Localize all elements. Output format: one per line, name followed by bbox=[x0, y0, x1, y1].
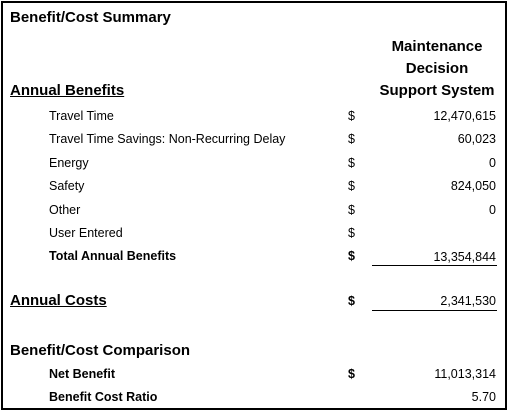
summary-title: Benefit/Cost Summary bbox=[10, 9, 171, 26]
row-label: Net Benefit bbox=[49, 367, 115, 381]
row-value: 0 bbox=[489, 156, 496, 170]
total-top-rule bbox=[372, 265, 497, 266]
row-value: 0 bbox=[489, 203, 496, 217]
row-label: Benefit Cost Ratio bbox=[49, 390, 158, 404]
currency-symbol: $ bbox=[348, 109, 355, 123]
row-label: Safety bbox=[49, 179, 85, 193]
row-value: 2,341,530 bbox=[440, 294, 496, 308]
row-label: Other bbox=[49, 203, 81, 217]
row-value: 12,470,615 bbox=[433, 109, 496, 123]
row-label: Travel Time Savings: Non-Recurring Delay bbox=[49, 132, 286, 146]
row-value: 11,013,314 bbox=[434, 367, 496, 381]
comparison-heading: Benefit/Cost Comparison bbox=[10, 342, 191, 359]
currency-symbol: $ bbox=[348, 249, 355, 263]
currency-symbol: $ bbox=[348, 179, 355, 193]
annual-costs-heading: Annual Costs bbox=[10, 292, 107, 309]
row-label: Travel Time bbox=[49, 109, 114, 123]
row-label: Energy bbox=[49, 156, 89, 170]
row-label: Total Annual Benefits bbox=[49, 249, 177, 263]
column-header-line-3: Support System bbox=[379, 82, 495, 99]
row-label: User Entered bbox=[49, 226, 123, 240]
currency-symbol: $ bbox=[348, 226, 355, 240]
annual-benefits-heading: Annual Benefits bbox=[10, 82, 125, 99]
column-header-line-1: Maintenance bbox=[391, 38, 483, 55]
costs-rule bbox=[372, 310, 497, 311]
row-value: 60,023 bbox=[457, 132, 496, 146]
column-header-line-2: Decision bbox=[405, 60, 469, 77]
currency-symbol: $ bbox=[348, 156, 355, 170]
currency-symbol: $ bbox=[348, 294, 355, 308]
currency-symbol: $ bbox=[348, 367, 355, 381]
row-value: 13,354,844 bbox=[433, 250, 496, 264]
currency-symbol: $ bbox=[348, 132, 355, 146]
row-value: 824,050 bbox=[450, 179, 496, 193]
row-value: 5.70 bbox=[471, 390, 496, 404]
currency-symbol: $ bbox=[348, 203, 355, 217]
